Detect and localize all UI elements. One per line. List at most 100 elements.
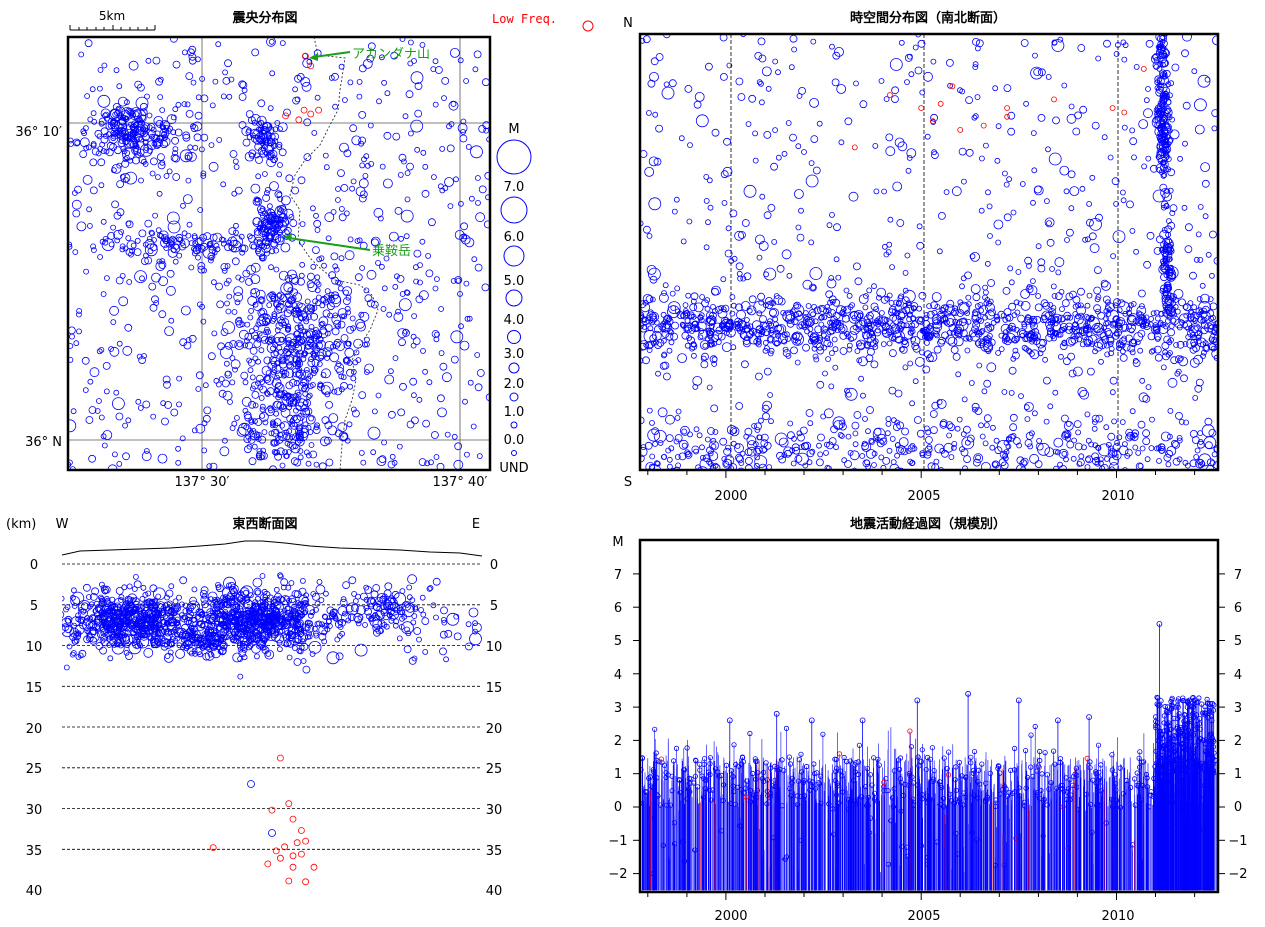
epicenter-point (338, 255, 345, 262)
epicenter-point (114, 119, 127, 133)
spacetime-point (1199, 282, 1206, 289)
spacetime-point (781, 249, 792, 260)
epicenter-point (288, 213, 295, 220)
epicenter-point (228, 76, 235, 83)
spacetime-point (905, 167, 912, 174)
spacetime-point (729, 463, 737, 470)
epicenter-point (238, 276, 245, 283)
depth-unit-label: (km) (6, 517, 36, 532)
spacetime-point (1030, 66, 1043, 80)
spacetime-point (927, 333, 933, 340)
spacetime-point (676, 311, 685, 320)
spacetime-point (1067, 484, 1072, 489)
spacetime-point (829, 211, 835, 218)
topography-line (61, 540, 483, 557)
spacetime-point (883, 96, 890, 102)
hypocenter-point (98, 595, 105, 602)
epicenter-point (246, 264, 257, 275)
spacetime-point (931, 401, 940, 410)
spacetime-point (754, 52, 763, 60)
spacetime-point (1194, 124, 1205, 135)
spacetime-point (987, 332, 993, 339)
epicenter-point (289, 418, 296, 425)
hypocenter-point (109, 596, 116, 603)
hypocenter-point (444, 629, 453, 638)
hypocenter-point (107, 608, 114, 614)
hypocenter-point (191, 586, 198, 593)
spacetime-point (1160, 103, 1167, 109)
spacetime-point (796, 233, 805, 242)
spacetime-point (866, 448, 876, 459)
spacetime-point (1088, 232, 1097, 241)
hypocenter-point (150, 638, 161, 648)
spacetime-point (971, 314, 980, 323)
map-points (68, 37, 527, 470)
spacetime-point (1020, 300, 1031, 311)
epicenter-point (163, 380, 171, 389)
epicenter-point (166, 114, 177, 125)
west-label: W (56, 517, 69, 532)
epicenter-point (303, 366, 310, 373)
epicenter-point (259, 125, 268, 134)
spacetime-point (1098, 460, 1104, 467)
epicenter-point (280, 195, 291, 206)
epicenter-point (87, 222, 93, 229)
spacetime-point (888, 299, 895, 306)
hypocenter-point (149, 598, 156, 605)
spacetime-point (1025, 314, 1031, 320)
epicenter-point (350, 375, 357, 382)
spacetime-point (1158, 447, 1165, 454)
spacetime-point (723, 447, 731, 456)
spacetime-point (720, 170, 729, 179)
epicenter-point (462, 398, 468, 405)
epicenter-point (474, 263, 483, 272)
epicenter-point (259, 412, 266, 419)
epicenter-point (285, 340, 292, 347)
epicenter-point (353, 338, 364, 349)
spacetime-point (816, 346, 825, 355)
epicenter-point (229, 150, 238, 158)
spacetime-point (1102, 295, 1111, 304)
spacetime-point (1188, 325, 1194, 332)
low-freq-spacetime-point (930, 118, 936, 125)
epicenter-point (221, 379, 230, 388)
spacetime-point (1156, 167, 1163, 173)
epicenter-point (446, 123, 452, 130)
spacetime-point (885, 133, 894, 142)
spacetime-point (1117, 301, 1131, 315)
spacetime-point (646, 233, 653, 239)
spacetime-point (1038, 344, 1046, 353)
spacetime-point (825, 307, 832, 314)
epicenter-point (283, 354, 290, 361)
spacetime-point (862, 415, 868, 422)
spacetime-point (1119, 419, 1126, 426)
epicenter-point (230, 235, 243, 249)
epicenter-point (522, 76, 527, 81)
hypocenter-point (64, 625, 73, 634)
spacetime-point (1101, 474, 1110, 483)
spacetime-point (1105, 299, 1111, 306)
spacetime-point (1138, 473, 1143, 478)
epicenter-point (406, 420, 415, 429)
spacetime-point (946, 299, 955, 308)
epicenter-point (226, 93, 233, 100)
epicenter-point (186, 221, 193, 228)
spacetime-point (642, 293, 653, 304)
epicenter-point (264, 391, 271, 398)
epicenter-point (201, 447, 208, 454)
epicenter-point (172, 146, 179, 153)
epicenter-point (245, 277, 253, 286)
spacetime-point (758, 54, 767, 63)
spacetime-point (1201, 349, 1207, 356)
epicenter-point (305, 393, 312, 400)
spacetime-point (1118, 445, 1129, 456)
spacetime-point (1121, 124, 1128, 131)
spacetime-point (936, 248, 943, 255)
spacetime-point (1163, 272, 1170, 279)
epicenter-point (517, 81, 522, 86)
spacetime-point (1159, 136, 1166, 143)
spacetime-point (895, 335, 903, 344)
epicenter-point (172, 60, 181, 69)
epicenter-point (337, 320, 346, 329)
spacetime-point (931, 151, 939, 160)
